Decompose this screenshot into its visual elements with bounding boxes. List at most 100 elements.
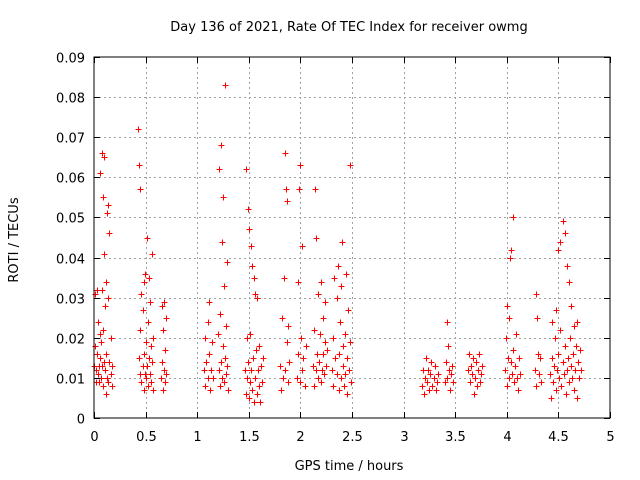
data-point — [427, 371, 434, 378]
data-point — [517, 371, 524, 378]
data-point — [322, 339, 329, 346]
data-point — [256, 383, 263, 390]
data-point — [286, 359, 293, 366]
data-point — [466, 351, 473, 358]
data-point — [533, 291, 540, 298]
data-point — [143, 339, 150, 346]
grid-lines — [94, 57, 610, 418]
data-point — [150, 387, 157, 394]
data-points — [91, 82, 585, 406]
data-point — [160, 327, 167, 334]
data-point — [221, 379, 228, 386]
data-point — [474, 383, 481, 390]
data-point — [258, 363, 265, 370]
data-point — [319, 367, 326, 374]
x-tick-label: 4 — [503, 430, 511, 445]
data-point — [297, 379, 304, 386]
data-point — [146, 355, 153, 362]
data-point — [141, 351, 148, 358]
y-tick-label: 0 — [77, 413, 85, 428]
data-point — [504, 383, 511, 390]
data-point — [298, 335, 305, 342]
data-point — [251, 275, 258, 282]
data-point — [504, 303, 511, 310]
data-point — [433, 387, 440, 394]
data-point — [477, 379, 484, 386]
data-point — [150, 335, 157, 342]
y-tick-label: 0.04 — [56, 253, 85, 268]
data-point — [555, 351, 562, 358]
data-point — [144, 235, 151, 242]
data-point — [148, 343, 155, 350]
data-point — [550, 379, 557, 386]
data-point — [507, 255, 514, 262]
data-point — [285, 323, 292, 330]
data-point — [217, 383, 224, 390]
data-point — [336, 387, 343, 394]
y-tick-label: 0.05 — [56, 212, 85, 227]
x-tick-label: 0.5 — [136, 430, 157, 445]
data-point — [99, 363, 106, 370]
data-point — [98, 339, 105, 346]
y-tick-label: 0.03 — [56, 293, 85, 308]
data-point — [255, 367, 262, 374]
data-point — [340, 343, 347, 350]
data-point — [252, 291, 259, 298]
data-point — [551, 363, 558, 370]
data-point — [102, 367, 109, 374]
data-point — [209, 339, 216, 346]
data-point — [322, 299, 329, 306]
data-point — [246, 395, 253, 402]
data-point — [284, 198, 291, 205]
data-point — [101, 154, 108, 161]
data-point — [247, 331, 254, 338]
data-point — [254, 295, 261, 302]
x-tick-label: 5 — [606, 430, 614, 445]
data-point — [285, 379, 292, 386]
data-point — [572, 367, 579, 374]
data-point — [104, 210, 111, 217]
data-point — [161, 299, 168, 306]
data-point — [138, 291, 145, 298]
data-point — [311, 383, 318, 390]
data-point — [557, 327, 564, 334]
x-tick-label: 2.5 — [342, 430, 363, 445]
data-point — [220, 343, 227, 350]
data-point — [443, 359, 450, 366]
data-point — [447, 387, 454, 394]
data-point — [103, 279, 110, 286]
data-point — [243, 391, 250, 398]
data-point — [435, 371, 442, 378]
data-point — [137, 327, 144, 334]
data-point — [315, 291, 322, 298]
data-point — [302, 383, 309, 390]
y-tick-label: 0.02 — [56, 333, 85, 348]
data-point — [569, 375, 576, 382]
data-point — [553, 307, 560, 314]
data-point — [223, 323, 230, 330]
data-point — [219, 239, 226, 246]
data-point — [444, 375, 451, 382]
data-point — [340, 363, 347, 370]
data-point — [320, 351, 327, 358]
data-point — [222, 355, 229, 362]
data-point — [281, 275, 288, 282]
data-point — [296, 186, 303, 193]
data-point — [510, 214, 517, 221]
data-point — [331, 275, 338, 282]
data-point — [161, 367, 168, 374]
data-point — [311, 327, 318, 334]
data-point — [334, 295, 341, 302]
data-point — [574, 395, 581, 402]
data-point — [316, 359, 323, 366]
data-point — [338, 283, 345, 290]
data-point — [247, 379, 254, 386]
data-point — [549, 319, 556, 326]
data-point — [260, 355, 267, 362]
data-point — [576, 375, 583, 382]
data-point — [106, 359, 113, 366]
data-point — [421, 391, 428, 398]
data-point — [478, 371, 485, 378]
data-point — [564, 263, 571, 270]
